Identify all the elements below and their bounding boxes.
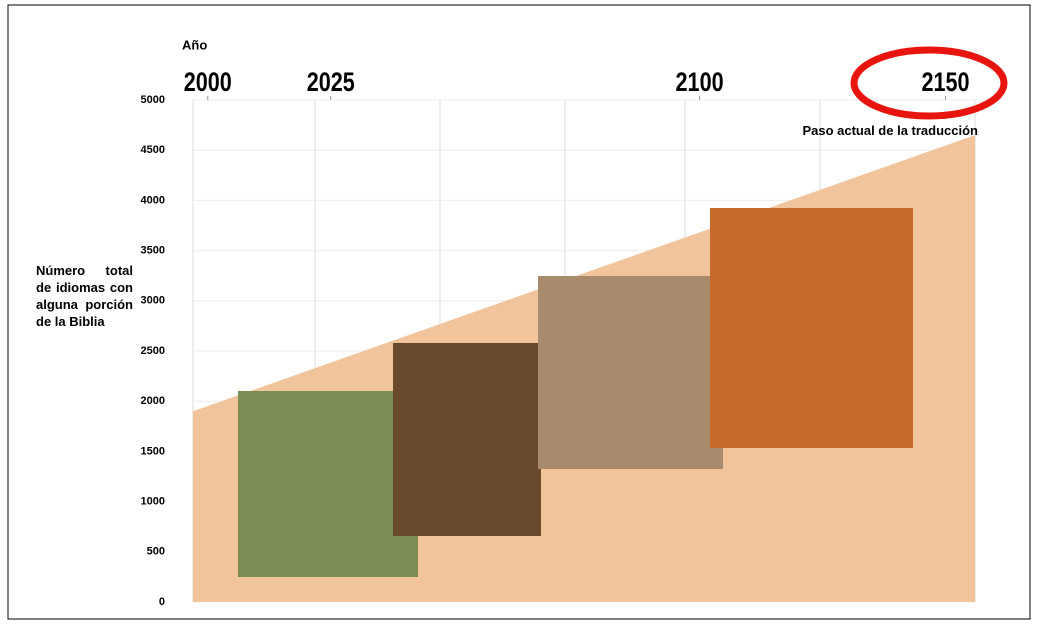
x-tick-label: 2100	[676, 68, 724, 98]
photo	[238, 391, 418, 577]
y-tick-label: 0	[159, 596, 165, 608]
x-tick-label: 2025	[307, 68, 355, 98]
y-tick-label: 2000	[141, 395, 165, 407]
y-tick-label: 4500	[141, 144, 165, 156]
x-tick-label: 2150	[921, 68, 969, 98]
y-axis-label: Número total de idiomas con alguna porci…	[36, 262, 133, 434]
photo	[538, 276, 723, 469]
x-tick-label: 2000	[184, 68, 232, 98]
y-tick-label: 500	[147, 546, 165, 558]
y-tick-label: 3500	[141, 245, 165, 257]
x-axis-label: Año	[182, 37, 207, 52]
y-tick-label: 1000	[141, 496, 165, 508]
photo	[710, 208, 913, 448]
y-tick-label: 3000	[141, 295, 165, 307]
page: Año 0 500 1000 1500 2000 2500 3000 3500 4000 4500…	[0, 0, 1039, 631]
y-tick-label: 1500	[141, 445, 165, 457]
y-tick-label: 4000	[141, 194, 165, 206]
annotation: Paso actual de la traducción	[800, 120, 978, 141]
y-tick-label: 5000	[141, 94, 165, 106]
y-tick-label: 2500	[141, 345, 165, 357]
photo	[393, 343, 541, 536]
chart: Año 0 500 1000 1500 2000 2500 3000 3500 4000 4500…	[0, 0, 1039, 631]
